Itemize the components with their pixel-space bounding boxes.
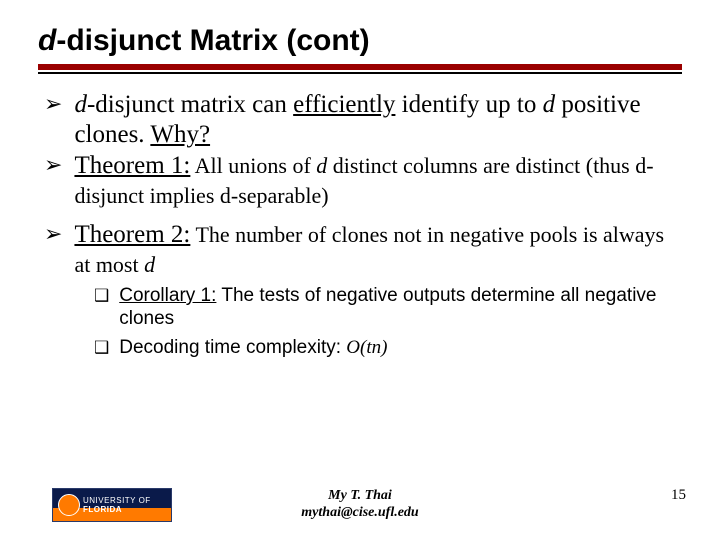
bullet-2-text: Theorem 1: All unions of d distinct colu… — [74, 151, 676, 210]
c2-t1: Decoding time complexity: — [119, 337, 346, 358]
square-bullet-icon: ❑ — [94, 337, 109, 359]
b1-why: Why? — [150, 121, 210, 148]
b1-efficiently: efficiently — [293, 91, 395, 118]
b3-head: Theorem 2: — [74, 221, 190, 248]
b2-d: d — [316, 153, 327, 178]
logo-top: UNIVERSITY OF — [83, 496, 151, 505]
b3-d: d — [144, 252, 155, 277]
bullet-1: ➢ d-disjunct matrix can efficiently iden… — [44, 90, 676, 149]
arrow-bullet-icon: ➢ — [44, 220, 62, 248]
c2-o: O(tn) — [346, 337, 387, 358]
corollary-1: ❑ Corollary 1: The tests of negative out… — [94, 285, 662, 331]
arrow-bullet-icon: ➢ — [44, 90, 62, 118]
slide-title: d-disjunct Matrix (cont) — [38, 24, 682, 64]
bullet-1-text: d-disjunct matrix can efficiently identi… — [74, 90, 676, 149]
b2-head: Theorem 1: — [74, 152, 190, 179]
bullet-3-text: Theorem 2: The number of clones not in n… — [74, 220, 676, 279]
body: ➢ d-disjunct matrix can efficiently iden… — [38, 90, 682, 359]
b1-t1: -disjunct matrix can — [87, 91, 293, 118]
b1-t2: identify up to — [395, 91, 542, 118]
c1-head: Corollary 1: — [119, 285, 216, 306]
uf-logo: UNIVERSITY OF FLORIDA — [52, 488, 172, 522]
logo-bottom: FLORIDA — [83, 505, 151, 514]
arrow-bullet-icon: ➢ — [44, 151, 62, 179]
logo-text: UNIVERSITY OF FLORIDA — [83, 496, 151, 514]
title-rest: -disjunct Matrix (cont) — [56, 24, 369, 57]
page-number: 15 — [671, 487, 686, 504]
author-email: mythai@cise.ufl.edu — [301, 505, 418, 522]
b2-t1: All unions of — [190, 153, 316, 178]
corollary-2-text: Decoding time complexity: O(tn) — [119, 337, 662, 360]
b1-d2: d — [543, 91, 556, 118]
b1-d1: d — [74, 91, 87, 118]
corollary-1-text: Corollary 1: The tests of negative outpu… — [119, 285, 662, 331]
title-rule-thin — [38, 72, 682, 74]
footer: UNIVERSITY OF FLORIDA My T. Thai mythai@… — [0, 478, 720, 522]
title-block: d-disjunct Matrix (cont) — [38, 24, 682, 74]
square-bullet-icon: ❑ — [94, 285, 109, 307]
slide: d-disjunct Matrix (cont) ➢ d-disjunct ma… — [0, 0, 720, 359]
bullet-2: ➢ Theorem 1: All unions of d distinct co… — [44, 151, 676, 210]
title-rule-thick — [38, 64, 682, 70]
title-italic-d: d — [38, 24, 56, 57]
bullet-3: ➢ Theorem 2: The number of clones not in… — [44, 220, 676, 279]
author-name: My T. Thai — [301, 488, 418, 505]
author-block: My T. Thai mythai@cise.ufl.edu — [301, 488, 418, 522]
corollary-2: ❑ Decoding time complexity: O(tn) — [94, 337, 662, 360]
